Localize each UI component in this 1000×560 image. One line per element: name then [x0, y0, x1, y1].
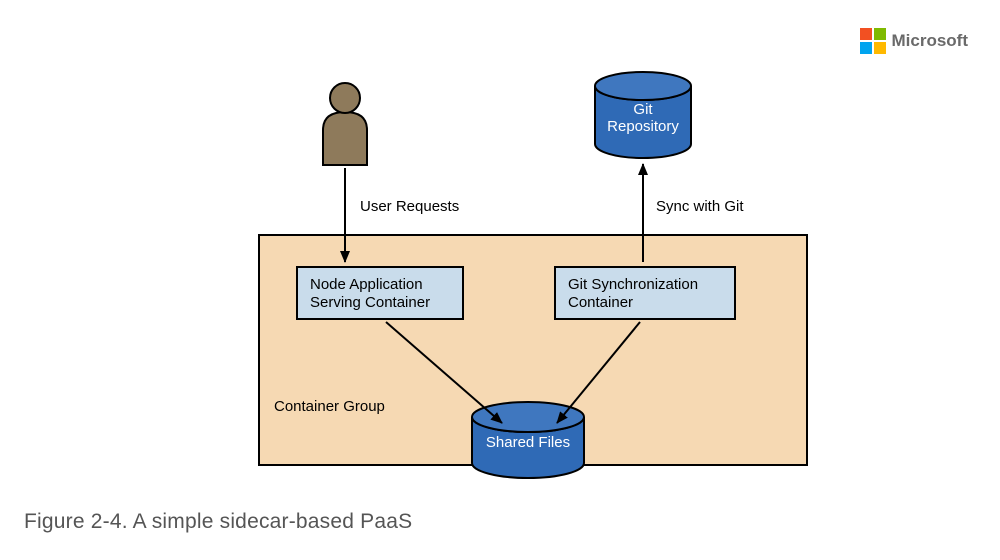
- git-repository-label-line2: Repository: [607, 118, 679, 135]
- figure-caption: Figure 2-4. A simple sidecar-based PaaS: [24, 510, 412, 534]
- user-icon: [323, 83, 367, 165]
- microsoft-logo: Microsoft: [860, 28, 969, 54]
- shared-files-label: Shared Files: [468, 434, 588, 451]
- shared-files-label-line1: Shared Files: [486, 434, 570, 451]
- git-repository-label-line1: Git: [633, 101, 652, 118]
- diagram-svg: [0, 0, 1000, 560]
- edge-label-sync-with-git: Sync with Git: [656, 198, 744, 215]
- microsoft-logo-icon: [860, 28, 886, 54]
- edge-label-user-requests: User Requests: [360, 198, 459, 215]
- microsoft-logo-text: Microsoft: [892, 31, 969, 51]
- git-repository-label: Git Repository: [583, 101, 703, 136]
- diagram-canvas: Container Group Node Application Serving…: [0, 0, 1000, 560]
